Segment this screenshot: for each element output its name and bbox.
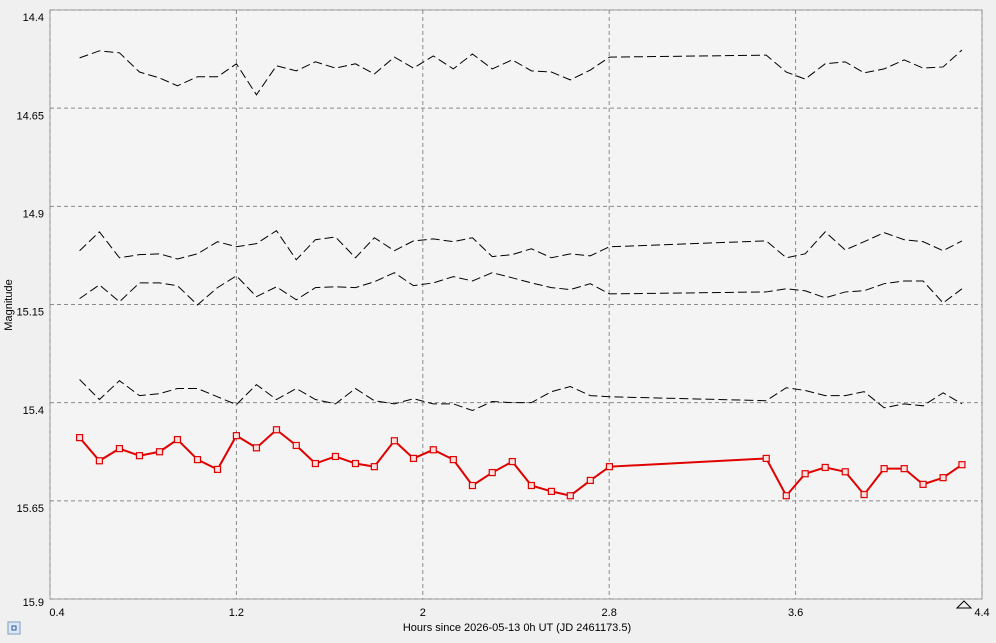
data-point [821, 463, 829, 472]
data-point [135, 452, 144, 460]
y-tick-label: 15.15 [16, 307, 44, 319]
data-point [782, 492, 790, 500]
data-point [272, 426, 281, 434]
data-point [860, 490, 868, 499]
data-point [311, 459, 319, 468]
x-tick-label: 0.4 [49, 607, 64, 619]
x-axis-label: Hours since 2026-05-13 0h UT (JD 2461173… [403, 622, 631, 634]
data-point [232, 432, 240, 440]
data-point [115, 445, 124, 453]
series-line [79, 229, 963, 261]
data-point [900, 465, 908, 473]
corner-button[interactable] [7, 621, 21, 635]
y-tick-label: 15.4 [23, 405, 44, 417]
data-point [527, 481, 535, 490]
data-point [566, 492, 574, 500]
series-line [79, 272, 963, 306]
data-point [586, 476, 594, 485]
data-point [762, 454, 770, 463]
series-line [79, 49, 963, 96]
y-axis-label: Magnitude [3, 279, 15, 330]
data-point [449, 456, 457, 464]
data-point [919, 480, 927, 488]
y-tick-label: 15.9 [23, 597, 44, 609]
data-point [252, 444, 261, 452]
data-point [95, 457, 103, 465]
scroll-marker[interactable] [955, 600, 973, 609]
data-point [155, 448, 164, 456]
data-point [213, 465, 222, 474]
y-tick-label: 14.9 [23, 209, 44, 221]
x-tick-label: 4.4 [974, 607, 989, 619]
data-point [292, 441, 300, 450]
data-point [193, 456, 202, 464]
data-point [75, 434, 84, 442]
data-point [605, 463, 614, 471]
x-tick-label: 2 [420, 607, 426, 619]
data-point [331, 452, 340, 461]
series-line [79, 379, 963, 412]
data-point [488, 468, 496, 477]
data-point [841, 468, 849, 476]
x-tick-label: 3.6 [788, 607, 803, 619]
data-point [409, 454, 418, 463]
data-point [468, 481, 477, 490]
data-point [508, 457, 516, 466]
data-point [547, 487, 556, 496]
data-point [370, 463, 378, 471]
data-point [429, 446, 437, 454]
data-point [958, 461, 966, 469]
y-tick-label: 14.65 [16, 110, 44, 122]
data-point [173, 435, 182, 444]
y-tick-label: 14.4 [23, 12, 44, 24]
x-tick-label: 2.8 [602, 607, 617, 619]
x-tick-label: 1.2 [229, 607, 244, 619]
y-tick-label: 15.65 [16, 503, 44, 515]
data-point [351, 459, 360, 468]
data-point [939, 474, 947, 482]
corner-button-icon [11, 625, 17, 631]
data-point [390, 437, 398, 445]
data-point [801, 470, 809, 478]
data-point [880, 465, 888, 473]
